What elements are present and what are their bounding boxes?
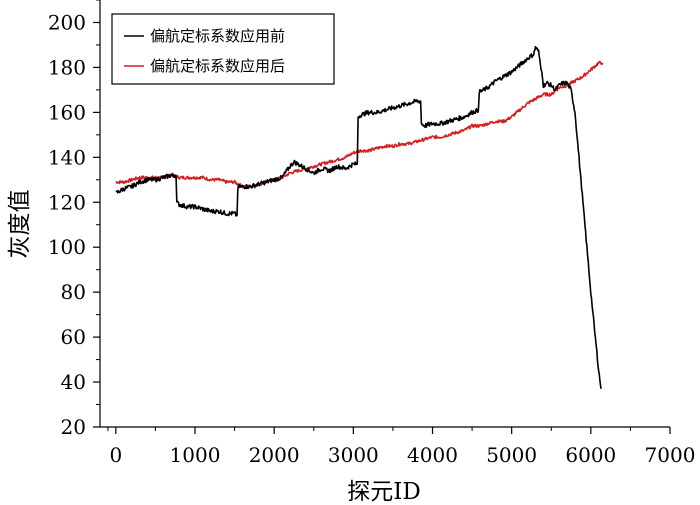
y-tick-label: 80	[61, 280, 86, 304]
x-axis-title: 探元ID	[347, 479, 421, 505]
legend-box	[111, 13, 335, 85]
y-tick-label: 20	[61, 415, 86, 439]
x-tick-label: 0	[109, 443, 122, 467]
y-tick-label: 40	[61, 370, 86, 394]
y-tick-label: 140	[48, 145, 86, 169]
series-line-after	[115, 60, 604, 189]
y-tick-label: 160	[48, 100, 86, 124]
legend-label-after: 偏航定标系数应用后	[150, 57, 285, 75]
x-tick-label: 6000	[565, 443, 616, 467]
x-tick-label: 7000	[645, 443, 696, 467]
x-tick-label: 4000	[407, 443, 458, 467]
y-axis-title: 灰度值	[7, 190, 33, 259]
x-tick-label: 1000	[170, 443, 221, 467]
series-layer	[115, 46, 604, 389]
x-tick-label: 3000	[328, 443, 379, 467]
series-line-before	[115, 46, 602, 389]
legend-label-before: 偏航定标系数应用前	[150, 27, 285, 45]
y-tick-label: 100	[48, 235, 86, 259]
y-tick-label: 60	[61, 325, 86, 349]
x-tick-label: 2000	[249, 443, 300, 467]
y-tick-label: 200	[48, 10, 86, 34]
y-tick-label: 120	[48, 190, 86, 214]
y-tick-label: 180	[48, 55, 86, 79]
axes: 0 1000 2000 3000 4000 5000 6000 7000 20 40 60 80 100…	[48, 0, 696, 467]
x-tick-label: 5000	[486, 443, 537, 467]
